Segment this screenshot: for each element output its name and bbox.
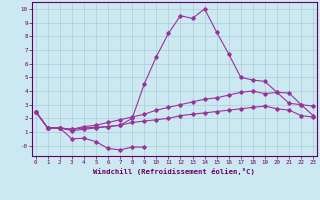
X-axis label: Windchill (Refroidissement éolien,°C): Windchill (Refroidissement éolien,°C) — [93, 168, 255, 175]
